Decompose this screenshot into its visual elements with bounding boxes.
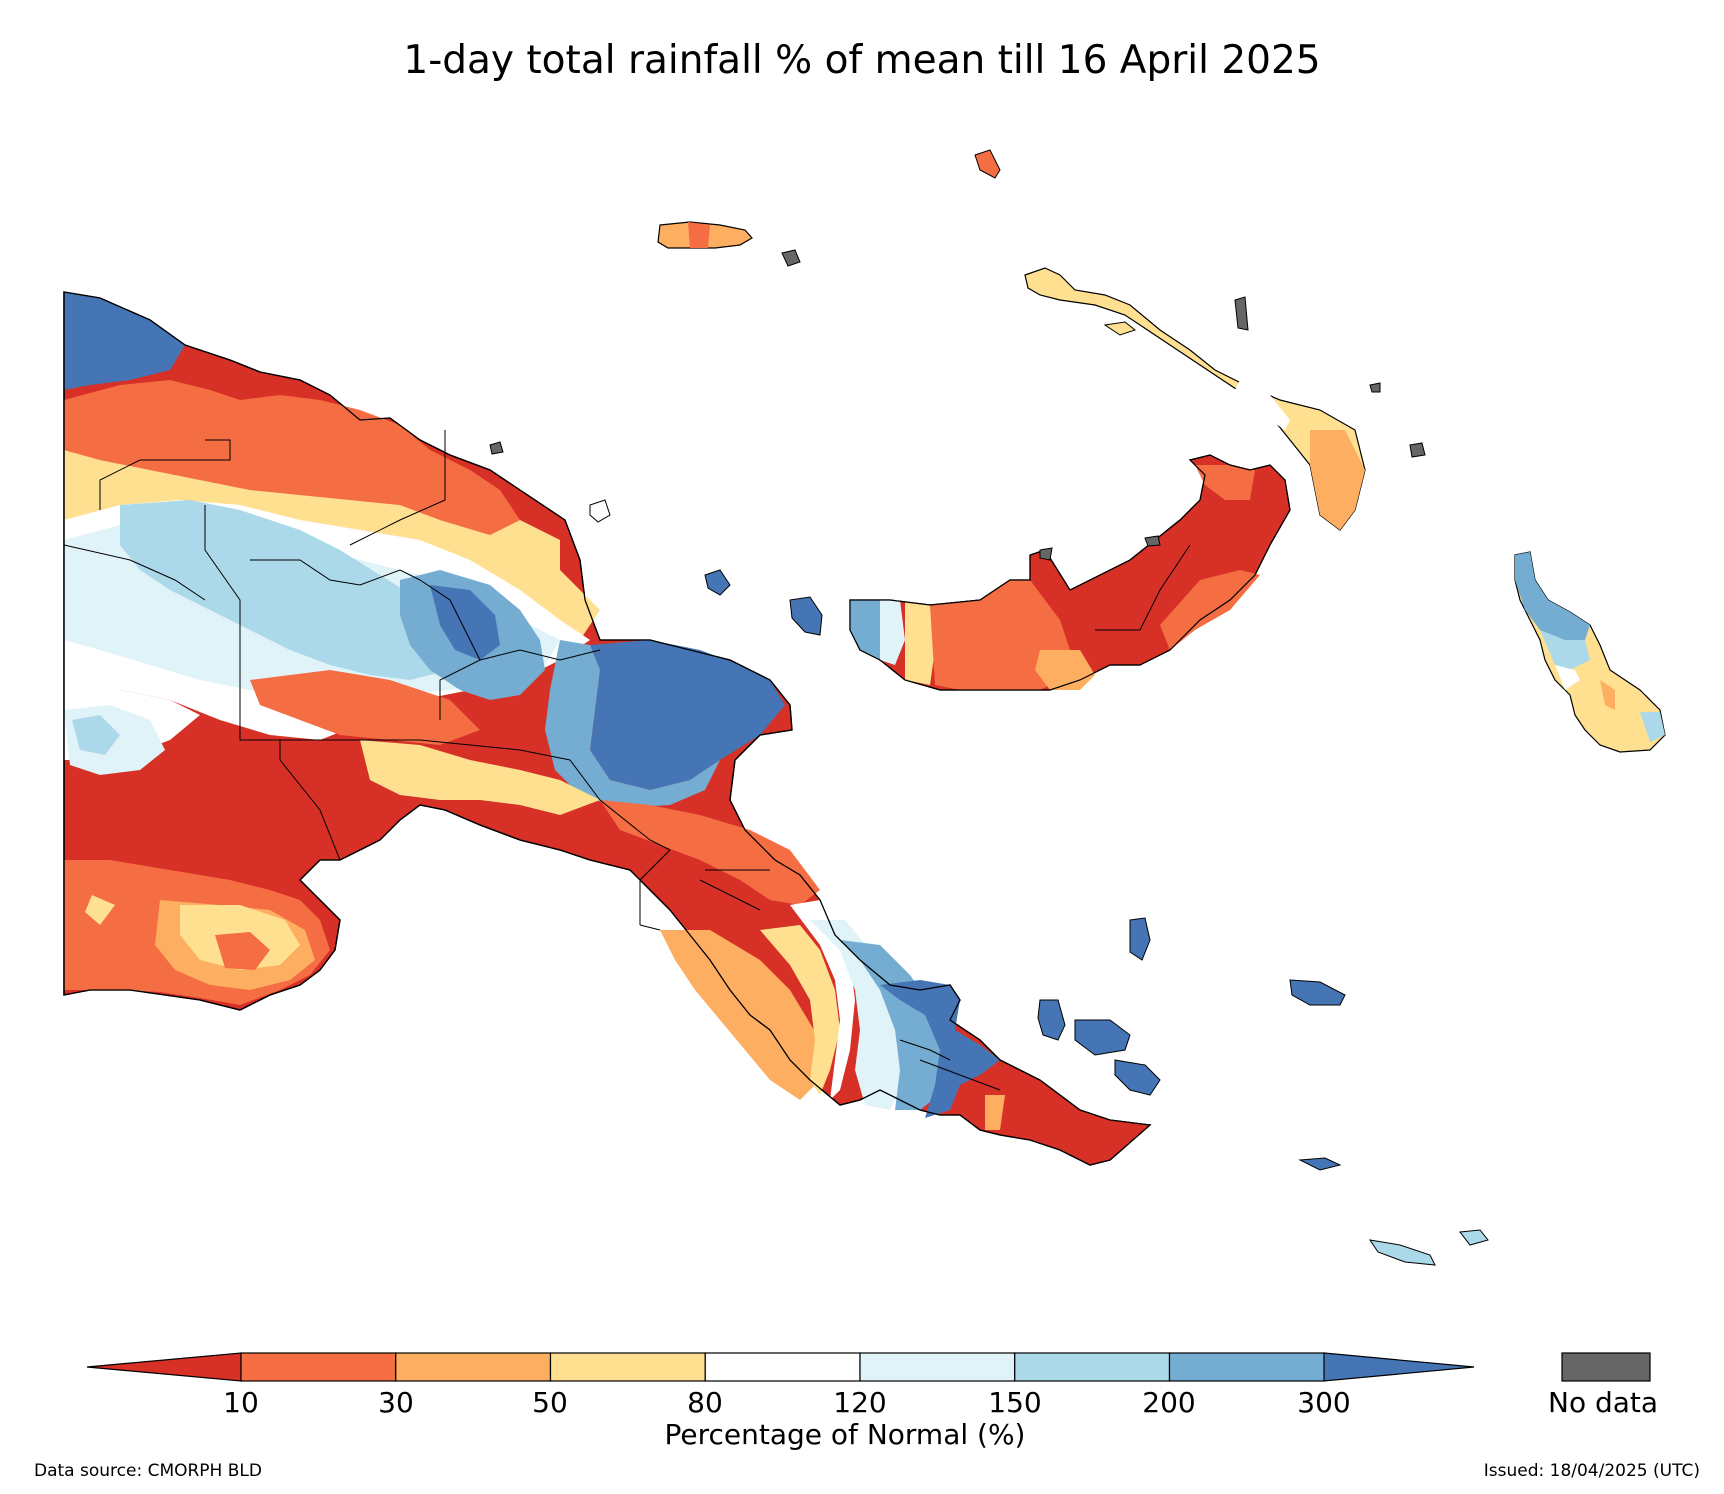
mainland-highland-darkblue [430,585,500,660]
issued-date: Issued: 18/04/2025 (UTC) [1483,1461,1700,1481]
bougainville-orange [1600,680,1615,710]
tick-30: 30 [378,1386,414,1419]
mainland-papua-lightblue [810,920,905,1110]
bougainville-base [1514,551,1666,753]
nodata-label: No data [1548,1386,1659,1419]
mainland-east-blue [590,640,785,790]
island-rossel-blue [1298,1157,1342,1171]
mainland [63,291,1152,1166]
new-britain-east-orange [1195,465,1255,500]
colorbar [86,1352,1651,1382]
mainland-north-blue [64,292,185,390]
bougainville-white [1555,665,1580,690]
new-britain-west-lightblue [880,600,905,665]
new-britain-east-orange2 [1160,570,1260,650]
data-source: Data source: CMORPH BLD [34,1461,262,1481]
colorbar-seg-10-30 [240,1352,397,1382]
island-lihir-nodata [1409,442,1426,458]
colorbar-seg-80-120 [704,1352,861,1382]
manus-red [688,222,710,248]
mainland-east-orange [600,800,820,905]
mainland-north-orange [64,380,520,535]
island-goodenough-blue [1037,999,1066,1041]
mainland-sw-yellowblob [85,895,115,925]
mainland-south-redblob [215,932,270,970]
manus-island [657,221,801,267]
tick-200: 200 [1142,1386,1196,1419]
island-wuvulu-outline [589,499,611,523]
new-ireland [1024,267,1366,531]
new-britain [849,454,1291,691]
mainland-papua-lightorange [660,930,820,1100]
small-islands [489,149,1489,1266]
island-nodata-small [489,441,504,455]
map-title: 1-day total rainfall % of mean till 16 A… [403,38,1321,83]
island-normanby-blue [1114,1059,1161,1096]
bougainville-blue [1515,552,1590,640]
colorbar-seg-200-300 [1168,1352,1325,1382]
tick-50: 50 [532,1386,568,1419]
colorbar-extend-high [1323,1352,1475,1382]
island-north-red [974,149,1001,179]
new-ireland-white [1235,380,1290,430]
tick-80: 80 [687,1386,723,1419]
tick-300: 300 [1297,1386,1351,1419]
mainland-west-blue-blob [72,715,120,755]
colorbar-extend-low [86,1352,242,1382]
mainland-papua-midblue [840,940,950,1110]
mainland-southcentral-orange [250,670,480,745]
mainland-tip-red [995,1095,1150,1165]
mainland-tip-orange [985,1095,1005,1130]
new-britain-west-yellow [905,602,935,685]
island-mussau-yellow [1103,321,1137,336]
island-sudest-lightblue [1368,1239,1436,1266]
colorbar-seg-150-200 [1014,1352,1171,1382]
island-nodata-small4 [1369,382,1381,393]
mainland-papua-yellow [760,925,840,1095]
colorbar-label: Percentage of Normal (%) [664,1418,1026,1451]
island-nodata-small3 [1039,547,1053,561]
new-britain-border [1095,544,1191,631]
colorbar-seg-30-50 [395,1352,552,1382]
new-ireland-lightorange [1310,430,1365,530]
mainland-papua-white [790,900,855,1100]
mainland-southcentral-yellow [360,740,600,815]
new-ireland-base [1024,267,1366,531]
tick-150: 150 [988,1386,1042,1419]
tick-120: 120 [833,1386,887,1419]
mainland-central-blue [120,500,470,680]
colorbar-seg-50-80 [549,1352,706,1382]
mainland-east-midblue [545,640,720,808]
island-long-blue [789,596,823,636]
colorbar-seg-120-150 [859,1352,1016,1382]
nodata-swatch [1561,1352,1651,1382]
new-britain-mid-orange [930,580,1070,690]
bougainville-tip-blue [1640,712,1665,742]
island-duke-blue [704,569,731,596]
bougainville-lightblue [1540,630,1590,670]
manus-east-nodata [781,249,801,267]
tick-10: 10 [223,1386,259,1419]
island-tabar-nodata [1234,296,1249,331]
bougainville [1514,551,1666,753]
island-rossel2-lightblue [1459,1229,1489,1246]
mainland-papua-darkblue [880,980,1000,1118]
island-woodlark-blue [1289,979,1346,1006]
island-fergusson-blue [1074,1019,1131,1056]
island-nodata-small2 [1144,535,1161,547]
mainland-outline [63,291,1152,1166]
island-trobriand-blue [1129,917,1151,961]
